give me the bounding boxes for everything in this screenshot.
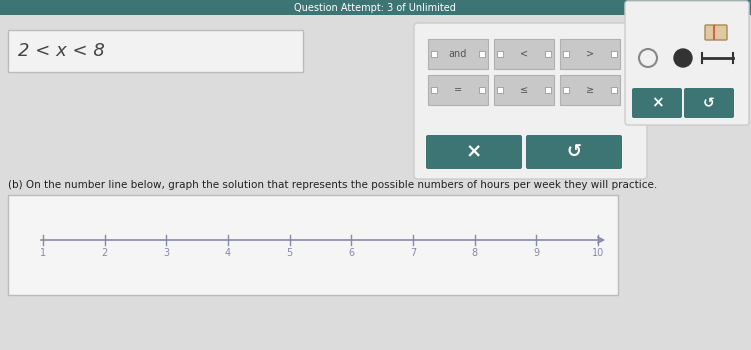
FancyBboxPatch shape — [8, 195, 618, 295]
Text: 6: 6 — [348, 248, 354, 258]
Text: <: < — [520, 49, 528, 59]
FancyBboxPatch shape — [545, 87, 551, 93]
FancyBboxPatch shape — [611, 51, 617, 57]
FancyBboxPatch shape — [0, 0, 751, 15]
FancyBboxPatch shape — [563, 51, 569, 57]
FancyBboxPatch shape — [684, 88, 734, 118]
FancyBboxPatch shape — [8, 30, 303, 72]
FancyBboxPatch shape — [560, 39, 620, 69]
FancyBboxPatch shape — [494, 39, 554, 69]
FancyBboxPatch shape — [611, 87, 617, 93]
Text: 1: 1 — [40, 248, 46, 258]
FancyBboxPatch shape — [494, 75, 554, 105]
Text: Question Attempt: 3 of Unlimited: Question Attempt: 3 of Unlimited — [294, 3, 456, 13]
Text: 2 < x < 8: 2 < x < 8 — [18, 42, 105, 60]
Text: and: and — [449, 49, 467, 59]
FancyBboxPatch shape — [632, 88, 682, 118]
Text: ≤: ≤ — [520, 85, 528, 95]
FancyBboxPatch shape — [0, 15, 751, 350]
FancyBboxPatch shape — [479, 51, 485, 57]
Text: 2: 2 — [101, 248, 108, 258]
FancyBboxPatch shape — [545, 51, 551, 57]
Text: ×: × — [650, 96, 663, 111]
Text: >: > — [586, 49, 594, 59]
FancyBboxPatch shape — [426, 135, 522, 169]
FancyBboxPatch shape — [560, 75, 620, 105]
FancyBboxPatch shape — [497, 87, 503, 93]
Text: 10: 10 — [592, 248, 604, 258]
Text: (b) On the number line below, graph the solution that represents the possible nu: (b) On the number line below, graph the … — [8, 180, 657, 190]
Text: ↺: ↺ — [703, 96, 715, 110]
Text: 9: 9 — [533, 248, 539, 258]
Text: ×: × — [466, 142, 482, 161]
Text: ≥: ≥ — [586, 85, 594, 95]
FancyBboxPatch shape — [479, 87, 485, 93]
FancyBboxPatch shape — [428, 75, 488, 105]
FancyBboxPatch shape — [414, 23, 647, 179]
FancyBboxPatch shape — [428, 39, 488, 69]
Text: =: = — [454, 85, 462, 95]
FancyBboxPatch shape — [705, 25, 727, 40]
Text: 8: 8 — [472, 248, 478, 258]
FancyBboxPatch shape — [431, 51, 437, 57]
Text: 7: 7 — [410, 248, 416, 258]
Circle shape — [674, 49, 692, 67]
Text: ↺: ↺ — [566, 143, 581, 161]
FancyBboxPatch shape — [563, 87, 569, 93]
Text: 5: 5 — [287, 248, 293, 258]
FancyBboxPatch shape — [625, 1, 749, 125]
Text: 4: 4 — [225, 248, 231, 258]
FancyBboxPatch shape — [526, 135, 622, 169]
FancyBboxPatch shape — [497, 51, 503, 57]
FancyBboxPatch shape — [431, 87, 437, 93]
Text: 3: 3 — [163, 248, 170, 258]
